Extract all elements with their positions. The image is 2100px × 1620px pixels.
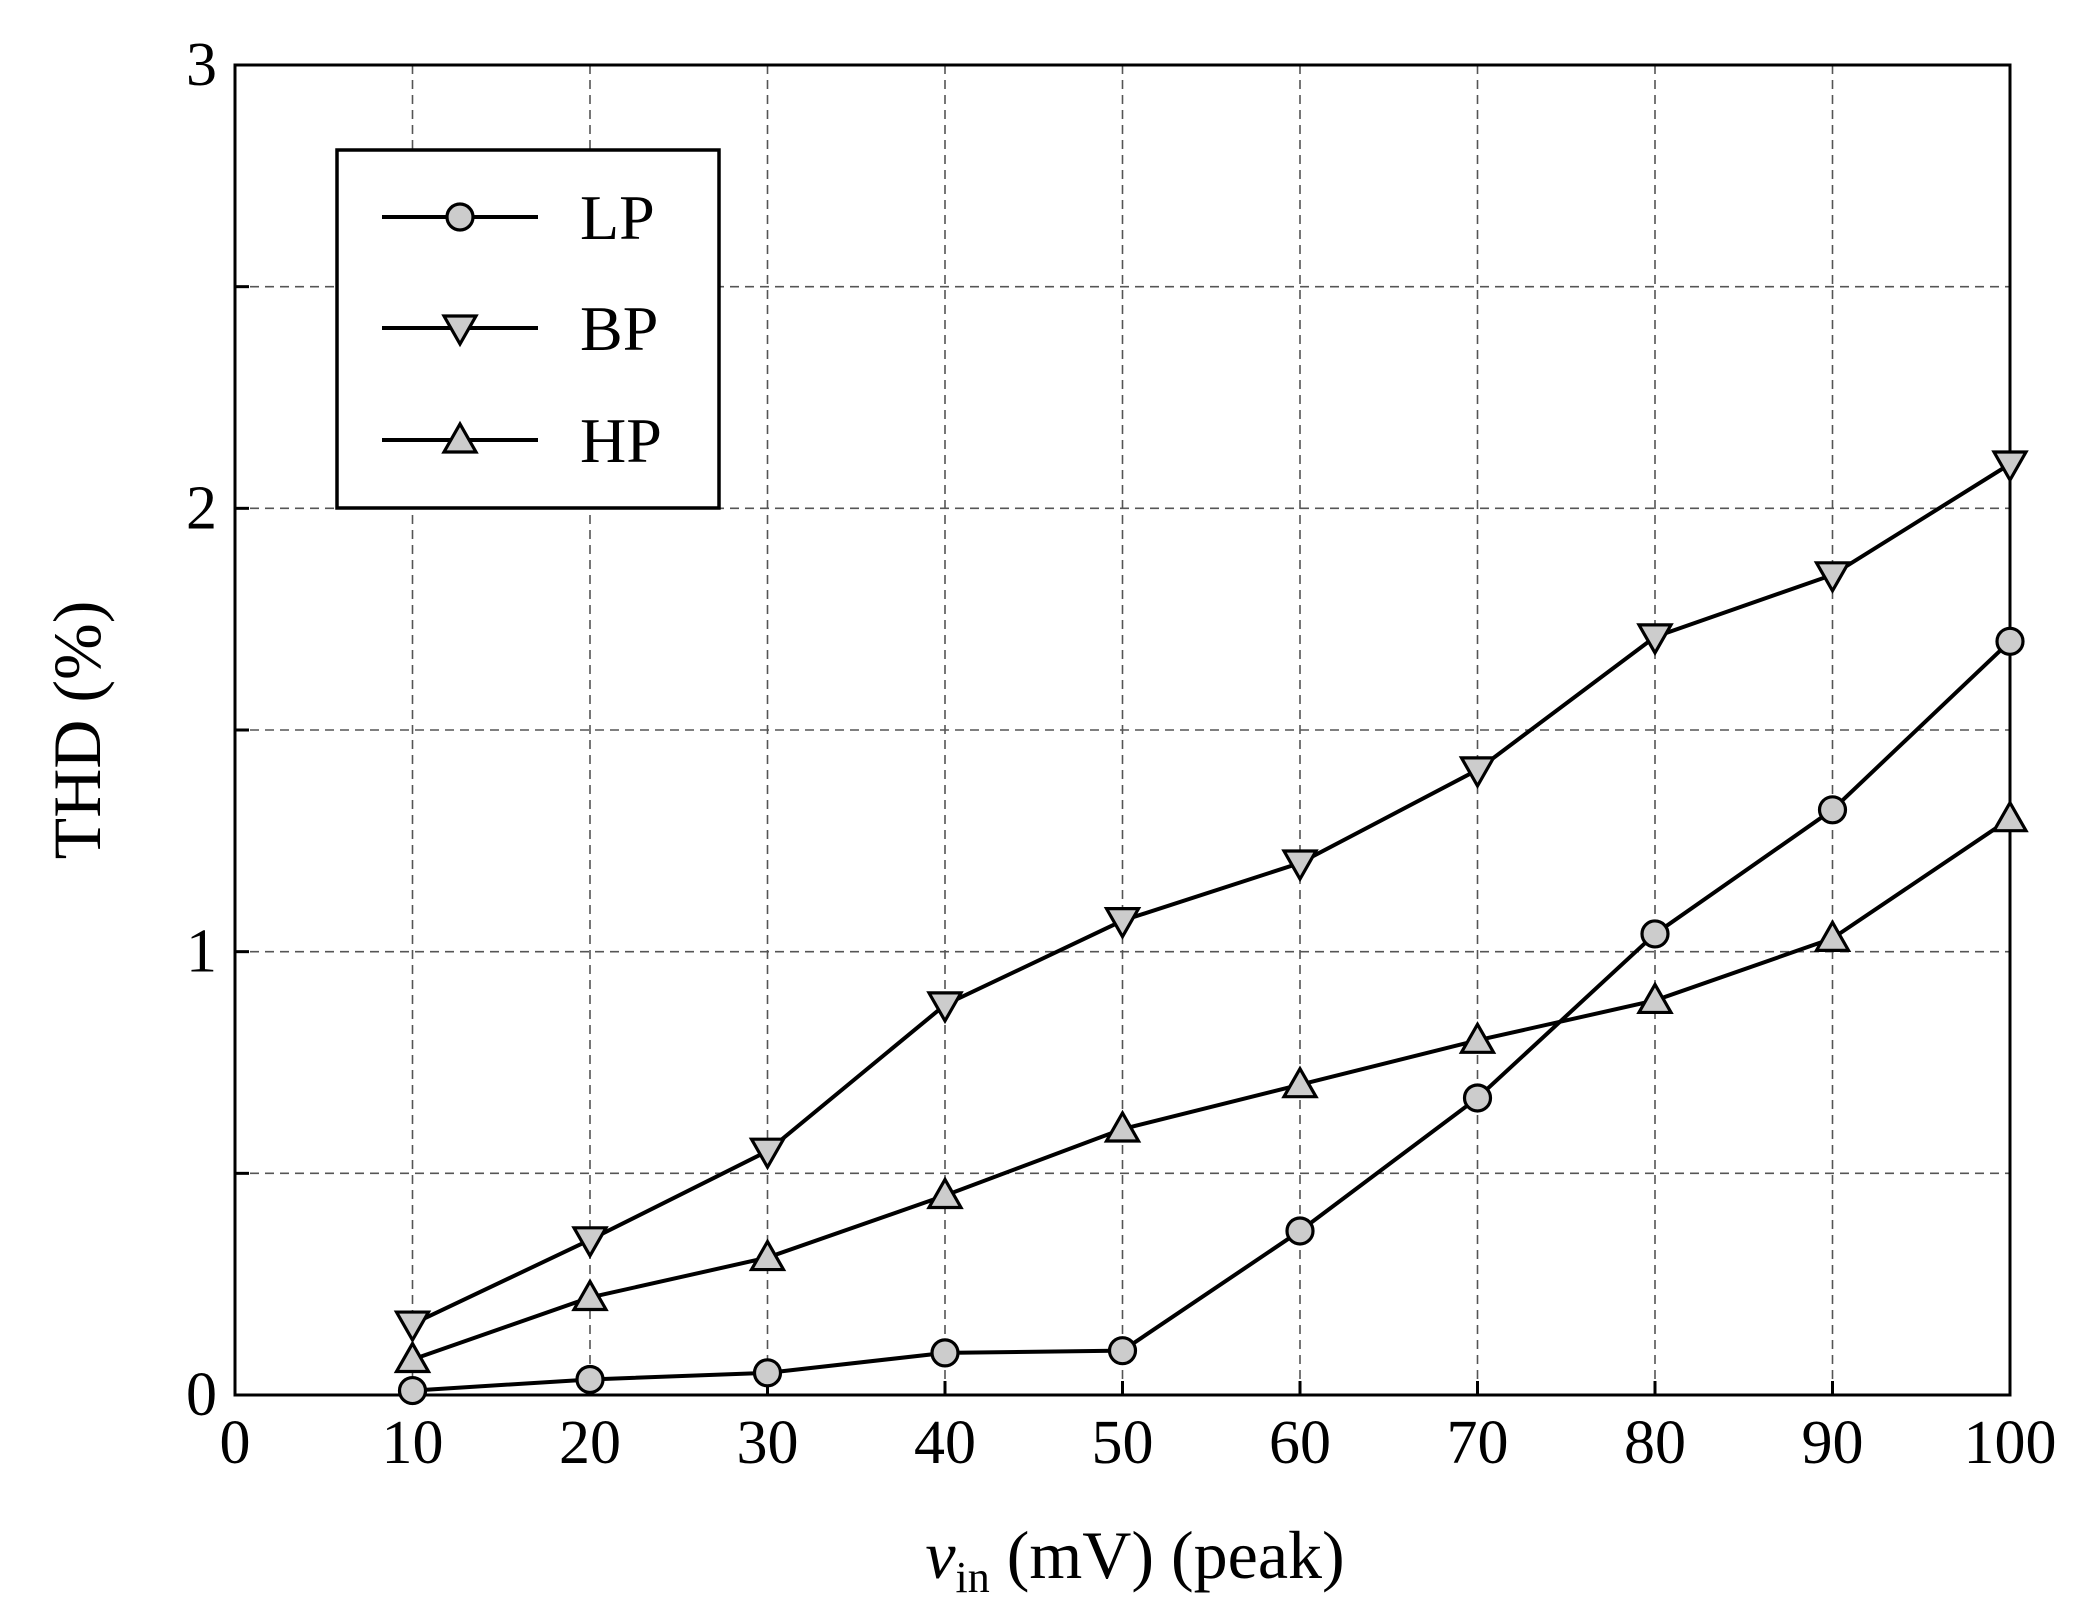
series-line-bp [411, 462, 2012, 1326]
legend-label-hp: HP [580, 405, 662, 476]
data-point-lp [1462, 1083, 1493, 1113]
x-axis-title-variable: v [925, 1517, 956, 1593]
data-point-hp [748, 1238, 787, 1272]
x-tick-label: 20 [559, 1409, 621, 1477]
data-point-hp [926, 1176, 964, 1210]
data-point-hp [393, 1340, 432, 1374]
series-group [393, 450, 2029, 1406]
data-point-lp [575, 1364, 605, 1395]
data-point-hp [1103, 1109, 1142, 1143]
data-point-hp [571, 1278, 609, 1312]
x-tick-label: 10 [382, 1409, 444, 1477]
data-point-lp [1285, 1216, 1315, 1246]
data-point-lp [1817, 795, 1848, 825]
data-point-lp [930, 1338, 960, 1368]
data-point-hp [1281, 1065, 1319, 1099]
data-point-lp [1107, 1336, 1138, 1366]
y-tick-label: 2 [186, 474, 217, 542]
x-tick-label: 100 [1964, 1409, 2057, 1477]
x-axis-title-units: (mV) (peak) [990, 1517, 1345, 1593]
series-hp [393, 799, 2029, 1374]
legend-marker-hp [441, 420, 479, 454]
y-tick-label: 1 [186, 918, 217, 986]
data-point-bp [571, 1226, 609, 1260]
legend-marker-lp [445, 202, 475, 232]
y-axis-title: THD (%) [39, 601, 115, 860]
legend-entry-hp: HP [382, 405, 662, 476]
series-lp [397, 626, 2025, 1406]
legend-entry-lp: LP [382, 182, 655, 253]
y-tick-label: 3 [186, 31, 217, 99]
data-point-hp [1636, 981, 1674, 1015]
series-bp [393, 450, 2029, 1344]
series-line-hp [411, 817, 2012, 1362]
x-tick-label: 30 [737, 1409, 799, 1477]
data-point-bp [926, 991, 964, 1025]
x-tick-label: 0 [220, 1409, 251, 1477]
x-tick-label: 80 [1624, 1409, 1686, 1477]
legend-entry-bp: BP [382, 293, 658, 364]
legend-label-bp: BP [580, 293, 658, 364]
data-point-lp [752, 1358, 783, 1388]
data-point-hp [1458, 1021, 1497, 1054]
data-point-hp [1991, 799, 2029, 833]
data-point-hp [1813, 919, 1852, 952]
x-axis-title-subscript: in [956, 1553, 990, 1602]
data-point-bp [748, 1137, 787, 1171]
legend: LP BP HP [335, 148, 721, 510]
x-tick-label: 50 [1092, 1409, 1154, 1477]
legend-marker-bp [441, 314, 479, 348]
data-point-lp [1995, 626, 2025, 656]
x-tick-label: 40 [914, 1409, 976, 1477]
data-point-bp [1636, 623, 1674, 657]
x-tick-label: 60 [1269, 1409, 1331, 1477]
data-point-lp [397, 1375, 428, 1406]
y-tick-label: 0 [186, 1361, 217, 1429]
data-point-bp [1458, 756, 1497, 790]
data-point-bp [1813, 561, 1852, 595]
x-axis-title: vin (mV) (peak) [925, 1517, 1344, 1602]
data-point-bp [1991, 450, 2029, 484]
data-point-lp [1640, 919, 1670, 949]
x-tick-label: 70 [1447, 1409, 1509, 1477]
data-point-bp [1103, 907, 1142, 940]
series-line-lp [412, 639, 2012, 1393]
legend-label-lp: LP [580, 182, 655, 253]
data-point-bp [1281, 849, 1319, 883]
x-tick-label: 90 [1802, 1409, 1864, 1477]
data-point-bp [393, 1310, 432, 1344]
